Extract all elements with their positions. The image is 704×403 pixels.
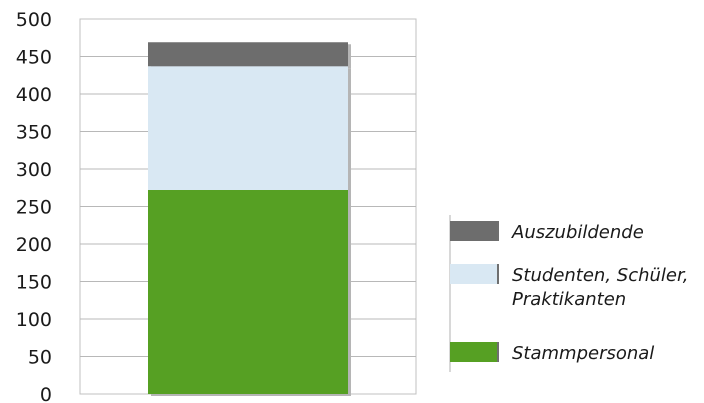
y-tick-label: 350: [16, 122, 52, 144]
legend-label: Stammpersonal: [512, 343, 654, 364]
bar-stack: [148, 42, 351, 396]
legend-swatch-1: [450, 264, 498, 284]
y-tick-label: 0: [40, 384, 52, 403]
bar-segment-2: [148, 42, 348, 67]
bar-segment-1: [148, 66, 348, 190]
legend-label: Praktikanten: [512, 289, 626, 310]
y-tick-label: 200: [16, 234, 52, 256]
y-tick-label: 500: [16, 9, 52, 31]
legend-label: Auszubildende: [511, 222, 644, 243]
y-axis-tick-labels: 0 50 100 150 200 250 300 350 400 450 500: [16, 9, 52, 403]
legend: Auszubildende Studenten, Schüler, Praktika…: [450, 221, 688, 364]
legend-swatch-0: [450, 221, 498, 241]
y-tick-label: 100: [16, 309, 52, 331]
legend-swatch-2: [450, 342, 498, 362]
y-tick-label: 400: [16, 84, 52, 106]
bar-segment-0: [148, 190, 348, 394]
y-tick-label: 50: [28, 347, 52, 369]
y-tick-label: 250: [16, 197, 52, 219]
y-tick-label: 150: [16, 272, 52, 294]
y-tick-label: 450: [16, 47, 52, 69]
legend-label: Studenten, Schüler,: [512, 265, 688, 286]
y-tick-label: 300: [16, 159, 52, 181]
